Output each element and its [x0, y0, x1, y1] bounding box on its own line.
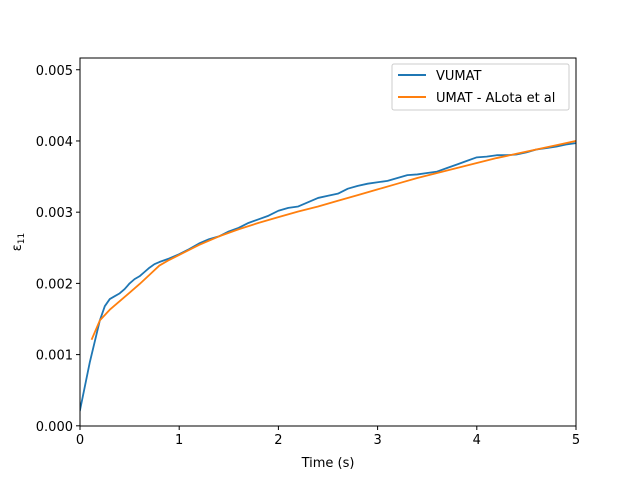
y-axis-label-main: ε: [10, 244, 25, 251]
y-tick-label: 0.001: [36, 349, 73, 364]
legend-label-umat: UMAT - ALota et al: [436, 91, 555, 106]
series-line-umat: [90, 140, 576, 341]
x-tick-label: 3: [373, 433, 381, 448]
x-tick-label: 4: [473, 433, 481, 448]
series-line-vumat: [80, 142, 576, 412]
y-axis-label: ε11: [10, 233, 27, 251]
y-tick-label: 0.004: [36, 135, 73, 150]
x-tick-label: 0: [76, 433, 84, 448]
x-axis-label: Time (s): [301, 456, 355, 471]
x-tick-label: 1: [175, 433, 183, 448]
y-axis-label-subscript: 11: [17, 233, 27, 244]
series-layer: [80, 140, 576, 412]
x-tick-label: 5: [572, 433, 580, 448]
ticks-layer: 0 1 2 3 4 5 0.000 0.001 0.002 0.003 0.004 0.005: [36, 64, 580, 448]
x-tick-label: 2: [274, 433, 282, 448]
legend: VUMAT UMAT - ALota et al: [391, 63, 570, 111]
legend-box: [391, 63, 570, 111]
plot-frame: [79, 57, 577, 427]
y-tick-label: 0.002: [36, 277, 73, 292]
legend-label-vumat: VUMAT: [436, 69, 482, 84]
y-tick-label: 0.005: [36, 64, 73, 79]
axes-frame: [79, 57, 577, 427]
y-tick-label: 0.000: [36, 420, 73, 435]
y-tick-label: 0.003: [36, 206, 73, 221]
